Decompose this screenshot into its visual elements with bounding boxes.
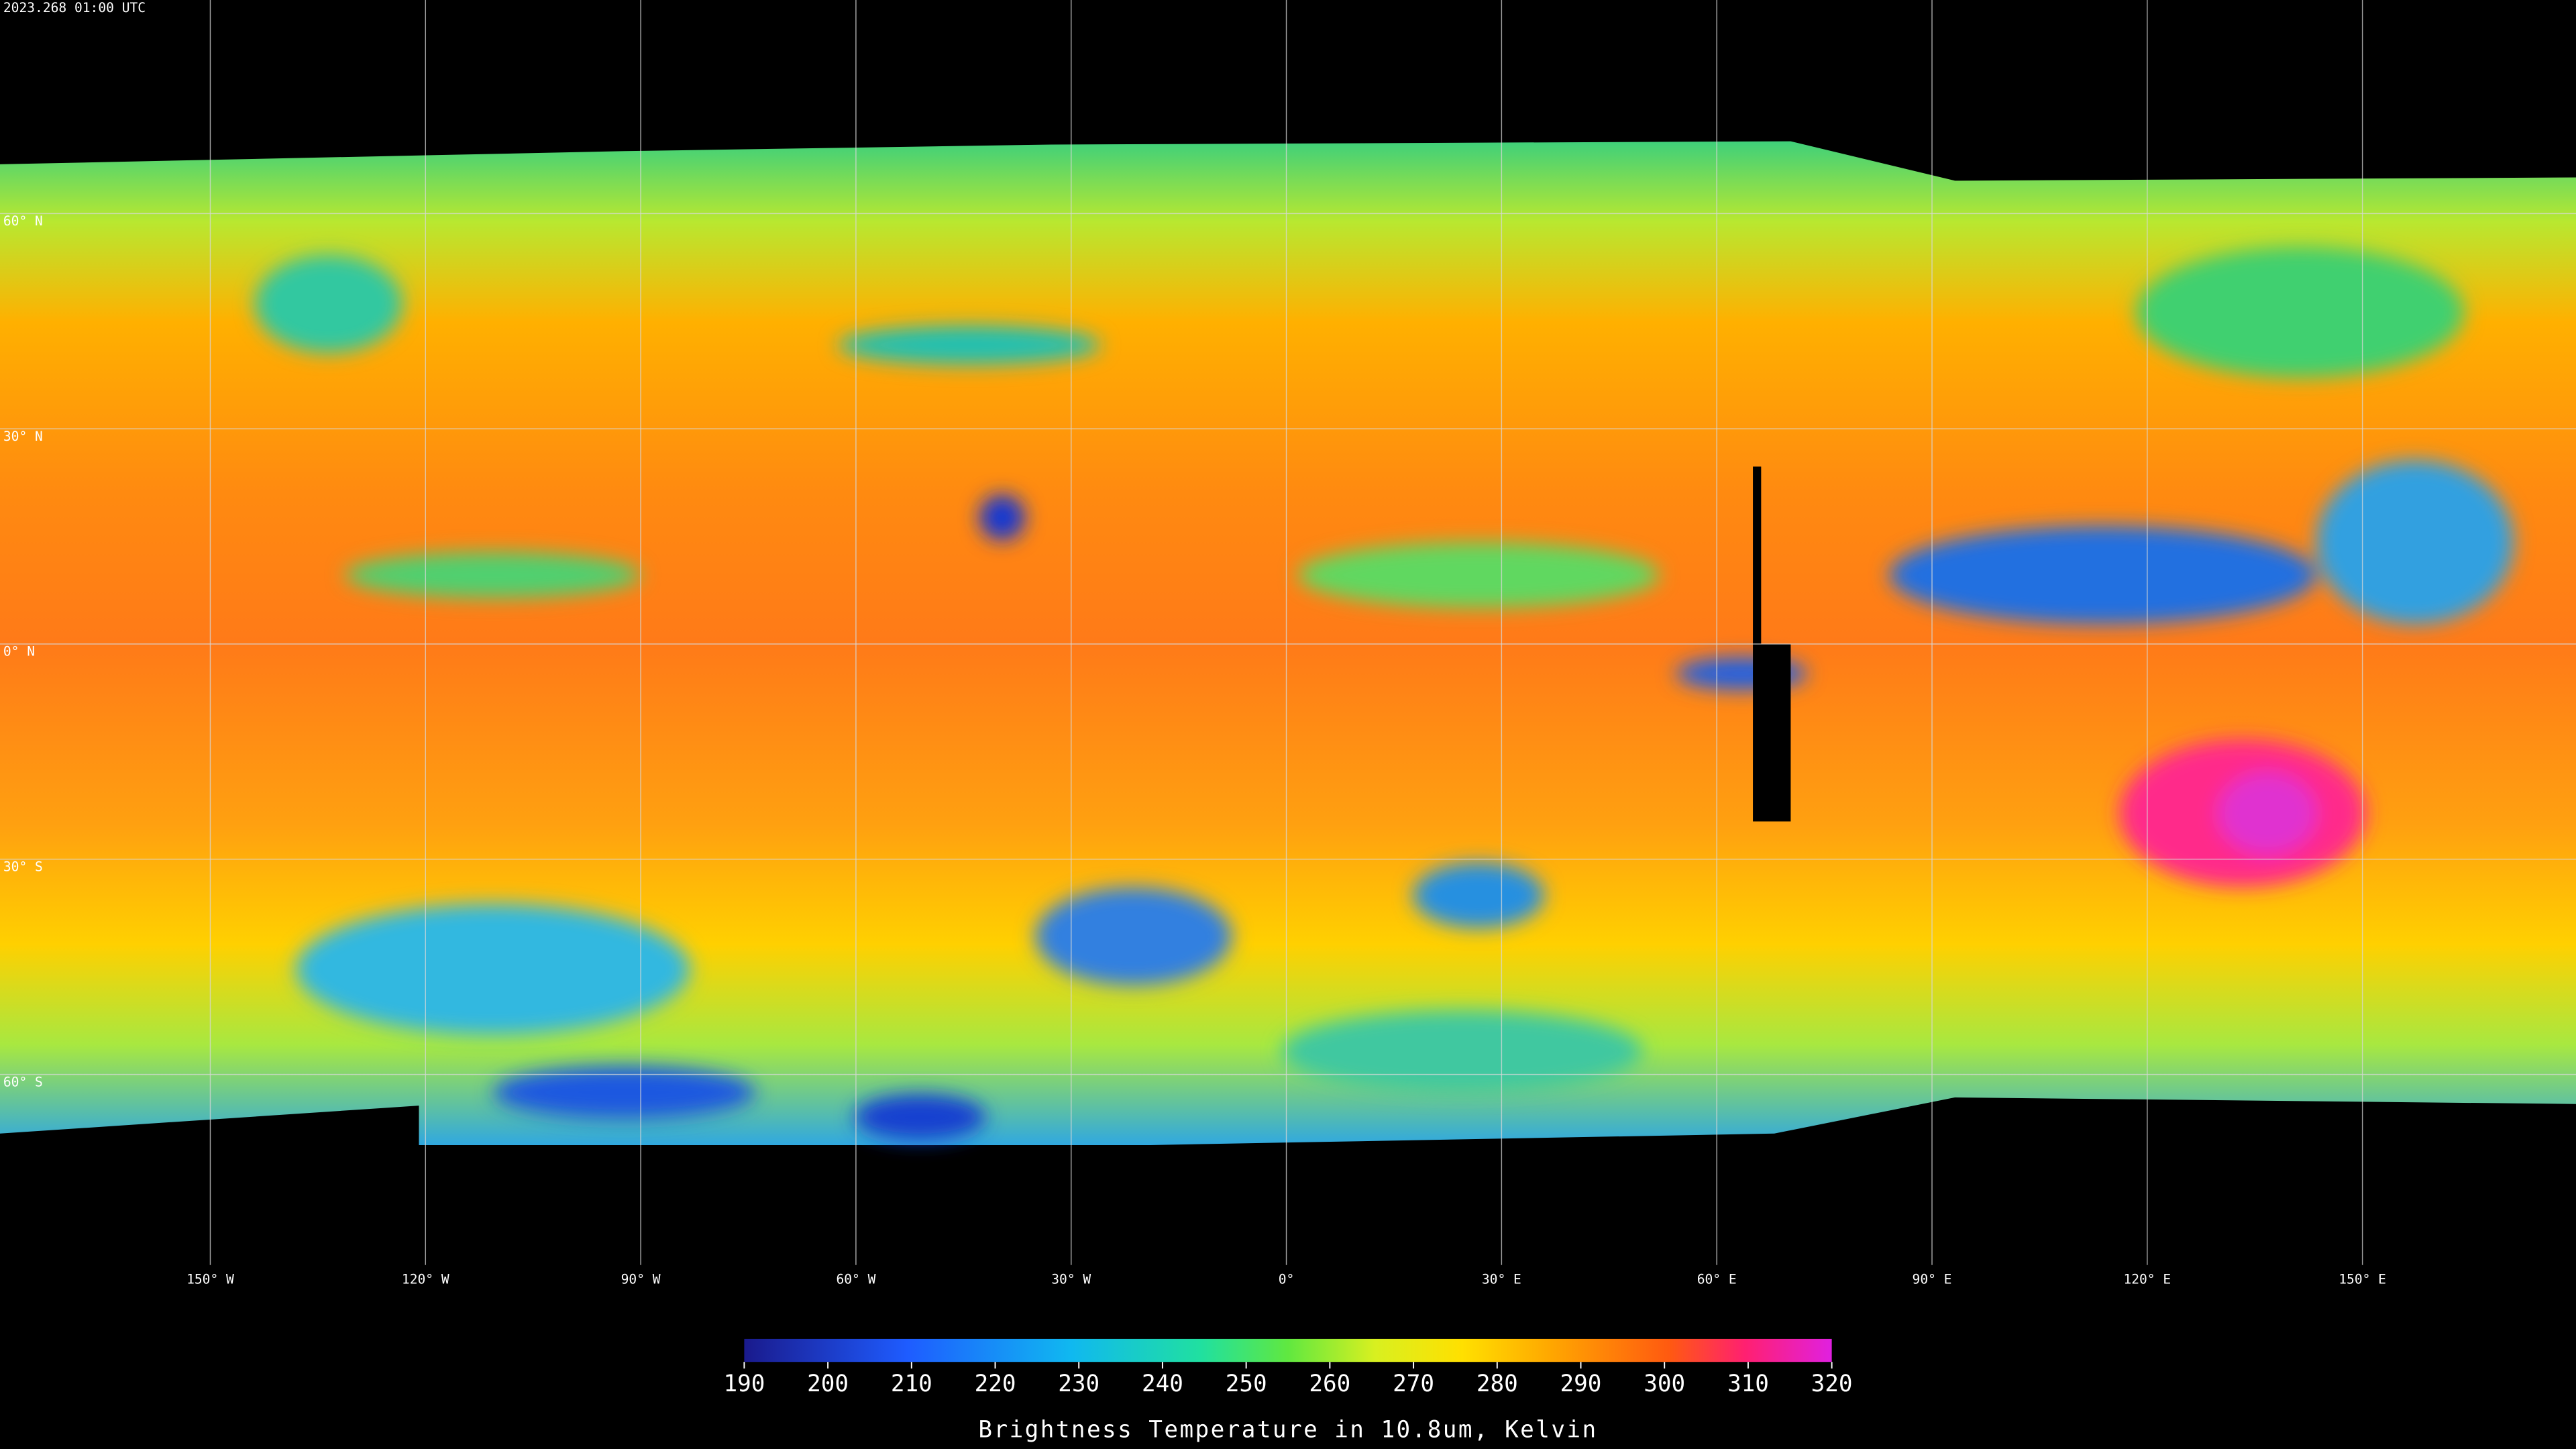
lat-label: 0° N [3,644,35,659]
lon-label: 30° W [1051,1271,1091,1287]
colorbar-tick-label: 260 [1309,1371,1350,1397]
colorbar-tick-label: 250 [1226,1371,1267,1397]
colorbar-tick-label: 310 [1727,1371,1769,1397]
lon-label: 90° E [1913,1271,1952,1287]
colorbar-label: Brightness Temperature in 10.8um, Kelvin [978,1417,1597,1444]
lon-label: 90° W [621,1271,661,1287]
colorbar-tick-label: 300 [1644,1371,1685,1397]
colorbar-tick-label: 240 [1142,1371,1183,1397]
lon-label: 60° E [1697,1271,1737,1287]
lon-label: 60° W [836,1271,875,1287]
colorbar-tick-label: 320 [1811,1371,1853,1397]
colorbar-tick-label: 190 [723,1371,765,1397]
cloud-features [254,246,2514,1140]
colorbar-tick-label: 220 [975,1371,1016,1397]
missing-data [1753,466,1762,644]
lon-label: 120° E [2123,1271,2171,1287]
lon-label: 30° E [1482,1271,1521,1287]
timestamp: 2023.268 01:00 UTC [3,0,146,15]
lon-label: 120° W [402,1271,449,1287]
colorbar-ticks: 190 200 210 220 230 240 250 260 270 280 290 300 310 3… [723,1362,1853,1397]
lon-label: 150° W [186,1271,234,1287]
colorbar-tick-label: 280 [1477,1371,1518,1397]
colorbar-tick-label: 290 [1560,1371,1602,1397]
lon-label: 0° [1279,1271,1295,1287]
lat-label: 30° N [3,429,43,444]
graticule-labels: 150° W 120° W 90° W 60° W 30° W 0° 30° E 60° E 9… [3,213,2386,1287]
lat-label: 30° S [3,859,43,875]
colorbar-tick-label: 270 [1393,1371,1434,1397]
colorbar [744,1338,1832,1362]
missing-data [1753,644,1791,822]
colorbar-tick-label: 200 [807,1371,849,1397]
colorbar-tick-label: 210 [891,1371,932,1397]
colorbar-tick-label: 230 [1058,1371,1099,1397]
lon-label: 150° E [2339,1271,2386,1287]
graticule [0,0,2576,1265]
lat-label: 60° S [3,1074,43,1089]
lat-label: 60° N [3,213,43,229]
